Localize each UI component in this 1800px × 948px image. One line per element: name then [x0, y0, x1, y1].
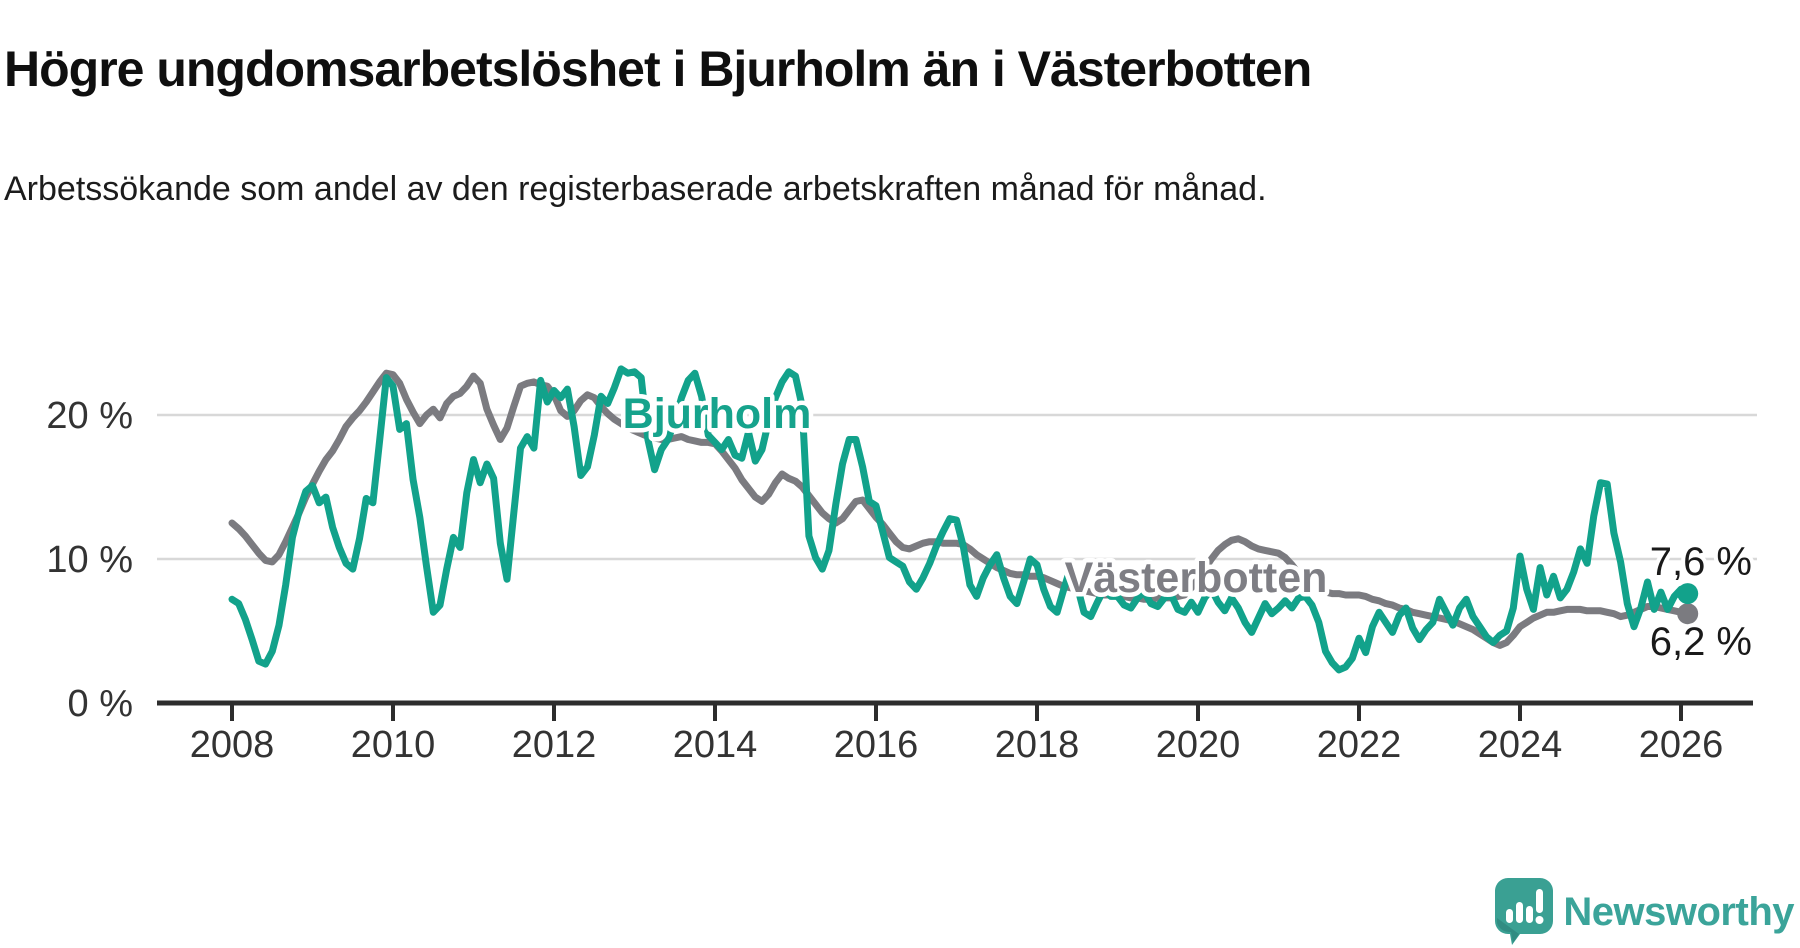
x-tick-label: 2024	[1478, 724, 1563, 766]
logo-exclamation-dot	[1535, 916, 1544, 924]
x-tick-label: 2008	[190, 724, 275, 766]
x-tick-label: 2014	[673, 724, 758, 766]
x-tick-label: 2026	[1639, 724, 1724, 766]
page-title: Högre ungdomsarbetslöshet i Bjurholm än …	[4, 40, 1312, 97]
newsworthy-logo-text: Newsworthy	[1563, 889, 1794, 934]
logo-bar-short	[1506, 909, 1514, 923]
line-bjurholm	[228, 365, 1692, 674]
x-tick-label: 2010	[351, 724, 436, 766]
x-tick-label: 2018	[995, 724, 1080, 766]
logo-bar-mid	[1526, 906, 1534, 923]
logo-exclamation-bar	[1536, 889, 1544, 913]
y-tick-label: 20 %	[46, 395, 133, 437]
series-label-bjurholm: Bjurholm	[623, 390, 812, 438]
axis-layer: 0 % 10 % 20 % 2008 2010 2012 2014 2016 2018 2020 2…	[46, 395, 1753, 766]
series-label-västerbotten: Västerbotten	[1065, 554, 1328, 602]
end-value-label-bjurholm: 7,6 %	[1650, 540, 1752, 584]
series-layer	[228, 365, 1699, 674]
gridlines-layer	[157, 413, 1757, 561]
page-subtitle: Arbetssökande som andel av den registerb…	[4, 170, 1267, 208]
newsworthy-speech-bubble-barchart-icon	[1495, 878, 1554, 945]
series-label-layer: Bjurholm Västerbotten 7,6 % 6,2 %	[618, 386, 1756, 669]
x-tick-label: 2020	[1156, 724, 1241, 766]
y-tick-label: 10 %	[46, 539, 133, 581]
x-tick-label: 2016	[834, 724, 919, 766]
end-dot-bjurholm	[1677, 583, 1699, 605]
newsworthy-logo: Newsworthy	[1495, 878, 1794, 946]
logo-bar-tall	[1516, 902, 1524, 923]
x-tick-label: 2022	[1317, 724, 1402, 766]
y-tick-label: 0 %	[68, 683, 133, 725]
end-dot-västerbotten	[1677, 603, 1699, 625]
x-tick-label: 2012	[512, 724, 597, 766]
end-value-label-västerbotten: 6,2 %	[1650, 620, 1752, 664]
